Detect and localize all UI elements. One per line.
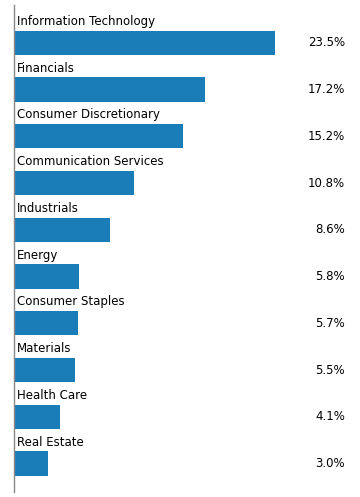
Text: 10.8%: 10.8% [308,176,345,189]
Bar [14,31,275,55]
Text: 23.5%: 23.5% [308,36,345,49]
Text: 5.8%: 5.8% [315,270,345,283]
Bar [14,124,183,149]
Text: Communication Services: Communication Services [17,155,163,168]
Text: Materials: Materials [17,342,71,355]
Text: Consumer Discretionary: Consumer Discretionary [17,108,159,121]
Bar [14,171,134,195]
Bar [14,218,110,242]
Bar [14,358,76,382]
Text: 5.5%: 5.5% [315,363,345,377]
Bar [14,78,205,102]
Bar [14,311,78,335]
Text: 4.1%: 4.1% [315,411,345,423]
Text: 15.2%: 15.2% [308,130,345,143]
Text: Information Technology: Information Technology [17,15,155,28]
Text: 5.7%: 5.7% [315,317,345,330]
Bar [14,405,60,429]
Bar [14,264,79,289]
Text: 8.6%: 8.6% [315,223,345,236]
Text: Industrials: Industrials [17,202,78,215]
Text: 17.2%: 17.2% [308,83,345,96]
Text: Financials: Financials [17,62,75,75]
Text: Consumer Staples: Consumer Staples [17,295,124,308]
Text: Energy: Energy [17,248,58,261]
Text: 3.0%: 3.0% [315,457,345,470]
Bar [14,451,48,476]
Text: Health Care: Health Care [17,389,87,402]
Text: Real Estate: Real Estate [17,435,84,449]
